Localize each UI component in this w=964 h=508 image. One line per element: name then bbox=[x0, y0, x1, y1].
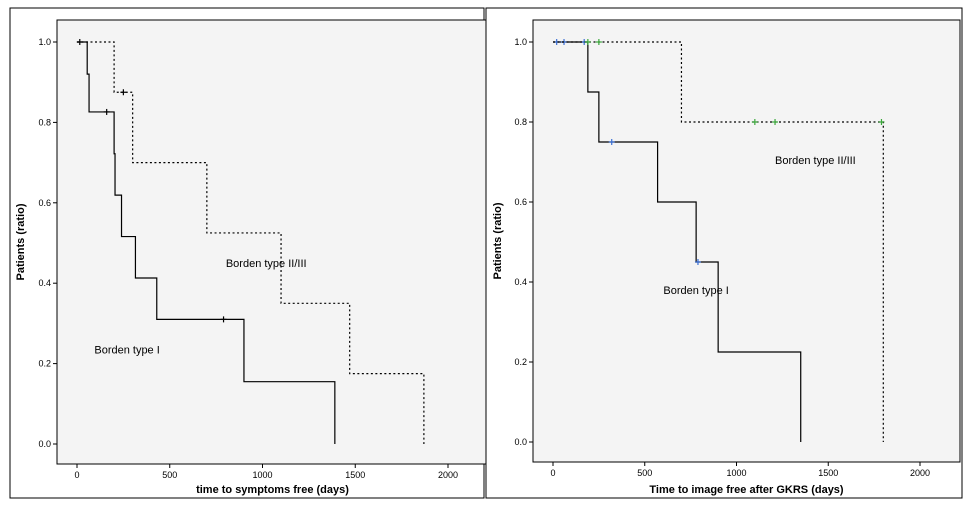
plot-area bbox=[56, 19, 489, 465]
y-tick-label: 0.4 bbox=[38, 278, 51, 288]
x-tick-label: 1000 bbox=[726, 468, 746, 478]
series-line-1 bbox=[77, 41, 336, 444]
series-annotation: Borden type II/III bbox=[775, 155, 856, 167]
series-annotation: Borden type I bbox=[94, 345, 159, 357]
x-tick-label: 0 bbox=[550, 468, 555, 478]
y-tick-label: 0.2 bbox=[38, 359, 51, 369]
series-annotation: Borden type II/III bbox=[226, 258, 307, 270]
chart-panel-1: 0 500 1000 1500 2000 0.0 0.2 0.4 0.6 0.8 1.0 time t… bbox=[9, 7, 489, 499]
x-tick-label: 1000 bbox=[252, 470, 272, 480]
x-tick-label: 500 bbox=[162, 470, 177, 480]
x-tick-label: 500 bbox=[637, 468, 652, 478]
censor-mark bbox=[120, 89, 127, 96]
y-axis-label: Patients (ratio) bbox=[15, 203, 27, 280]
x-axis-label: time to symptoms free (days) bbox=[196, 484, 349, 496]
y-tick-label: 0.0 bbox=[38, 439, 51, 449]
censor-mark bbox=[878, 119, 885, 125]
y-tick-label: 0.8 bbox=[514, 117, 527, 127]
y-tick-label: 0.6 bbox=[514, 197, 527, 207]
y-axis-label: Patients (ratio) bbox=[492, 202, 504, 279]
y-tick-label: 0.0 bbox=[514, 437, 527, 447]
censor-mark bbox=[694, 259, 701, 265]
y-tick-label: 1.0 bbox=[38, 37, 51, 47]
censor-mark bbox=[595, 39, 602, 45]
series-line-2 bbox=[77, 41, 425, 444]
x-tick-label: 1500 bbox=[345, 470, 365, 480]
chart-panel-2: 0 500 1000 1500 2000 0.0 0.2 0.4 0.6 0.8 1.0 Time t… bbox=[485, 7, 963, 499]
x-axis-label: Time to image free after GKRS (days) bbox=[649, 484, 844, 496]
censor-mark bbox=[220, 316, 227, 323]
series-line-1 bbox=[553, 41, 802, 442]
y-tick-label: 0.4 bbox=[514, 277, 527, 287]
y-tick-label: 0.6 bbox=[38, 198, 51, 208]
censor-mark bbox=[772, 119, 779, 125]
censor-mark bbox=[584, 39, 591, 45]
x-tick-label: 1500 bbox=[818, 468, 838, 478]
x-tick-label: 2000 bbox=[438, 470, 458, 480]
censor-mark bbox=[103, 108, 110, 115]
series-line-2 bbox=[553, 41, 884, 442]
plot-area bbox=[532, 19, 961, 463]
censor-mark bbox=[608, 139, 615, 145]
x-tick-label: 2000 bbox=[910, 468, 930, 478]
y-tick-label: 0.8 bbox=[38, 117, 51, 127]
series-annotation: Borden type I bbox=[663, 285, 728, 297]
censor-mark bbox=[751, 119, 758, 125]
y-tick-label: 0.2 bbox=[514, 357, 527, 367]
y-tick-label: 1.0 bbox=[514, 37, 527, 47]
x-tick-label: 0 bbox=[74, 470, 79, 480]
